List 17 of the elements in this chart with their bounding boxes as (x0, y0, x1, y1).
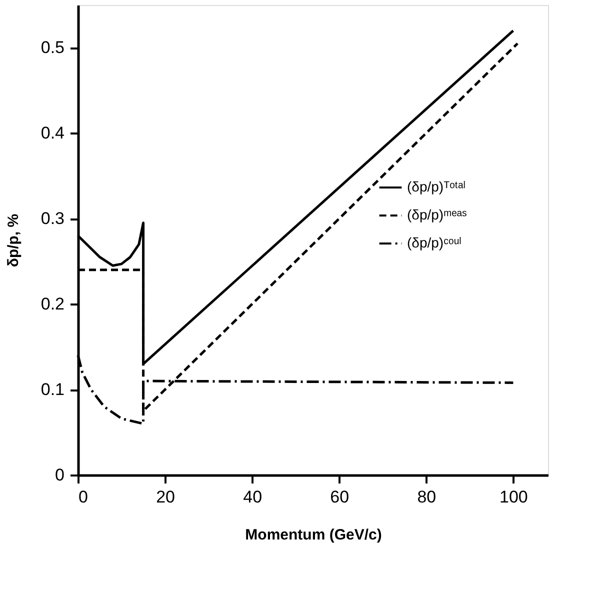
y-tick-label: 0.5 (40, 38, 64, 58)
legend-label: (δp/p)ᶜᵒᵘˡ (407, 234, 462, 250)
x-tick-label: 20 (156, 488, 175, 506)
x-tick-label: 40 (243, 488, 262, 506)
x-tick-label: 0 (78, 488, 88, 506)
x-axis-title: Momentum (GeV/c) (245, 526, 382, 544)
x-tick-label: 80 (417, 488, 436, 506)
legend-label: (δp/p)ᵀᵒᵗᵃˡ (407, 178, 466, 194)
y-tick-label: 0 (55, 466, 64, 484)
y-tick-label: 0.3 (40, 209, 64, 228)
x-tick-label: 60 (330, 488, 350, 506)
y-tick-label: 0.1 (40, 380, 64, 400)
y-axis-title: δp/p, % (4, 214, 22, 268)
y-tick-label: 0.4 (40, 124, 64, 143)
legend-label: (δp/p)ᵐᵉᵃˢ (407, 206, 468, 222)
x-tick-label: 100 (500, 488, 528, 506)
y-tick-label: 0.2 (40, 294, 64, 314)
